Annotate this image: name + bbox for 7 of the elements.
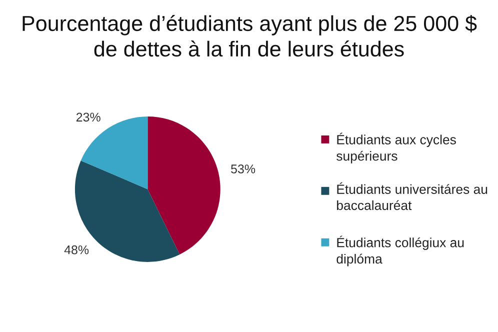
legend-label: Étudiants aux cycles supérieurs [336,132,456,164]
data-label: 53% [231,164,256,174]
data-label: 48% [64,245,89,254]
legend-label: Étudiants universitáres au baccalauréat [337,182,488,210]
chart-title: Pourcentage d’étudiants ayant plus de 25 000 $ de dettes à la fin de leurs études [22,14,477,57]
legend-label: Étudiants collégiux au diplóma [336,236,464,266]
data-label: 23% [76,112,100,122]
